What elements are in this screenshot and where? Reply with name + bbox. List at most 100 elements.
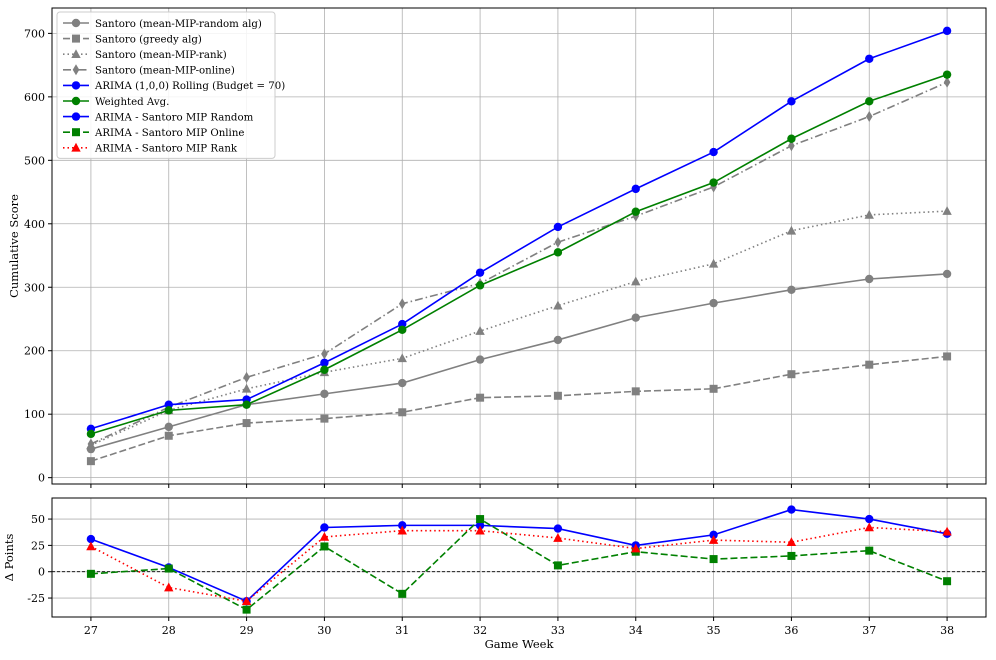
legend-label: Santoro (greedy alg) — [95, 33, 202, 45]
data-point — [865, 274, 874, 284]
legend-entry-arima-santoro-mip-rank: ARIMA - Santoro MIP Rank — [63, 142, 238, 155]
data-point — [786, 537, 797, 547]
data-point — [398, 378, 407, 388]
data-point — [787, 134, 796, 143]
legend-entry-weighted-avg: Weighted Avg. — [63, 96, 169, 108]
legend-label: Weighted Avg. — [95, 97, 169, 108]
legend-label: ARIMA - Santoro MIP Rank — [94, 144, 238, 155]
data-point — [398, 325, 407, 334]
data-point — [553, 222, 563, 232]
series-line — [90, 81, 948, 445]
legend: Santoro (mean-MIP-random alg) Santoro (gr… — [56, 11, 285, 159]
data-point — [631, 184, 640, 194]
data-point — [553, 524, 563, 533]
x-axis-label: Game Week — [485, 637, 555, 651]
data-point — [787, 97, 796, 106]
data-point — [942, 206, 952, 215]
y-tick-label: 50 — [31, 513, 45, 526]
data-point — [631, 387, 640, 396]
data-point — [320, 358, 329, 367]
data-point — [164, 564, 173, 573]
data-point — [320, 414, 329, 423]
legend-marker — [71, 81, 81, 90]
data-point — [709, 178, 718, 187]
data-point — [631, 313, 640, 322]
data-point — [787, 285, 796, 294]
data-point — [786, 225, 797, 235]
x-tick-label: 35 — [707, 624, 721, 637]
data-point — [708, 258, 719, 268]
legend-label: Santoro (mean-MIP-rank) — [95, 49, 227, 61]
series-line — [90, 73, 948, 435]
y-tick-label: 700 — [24, 27, 45, 40]
data-point — [865, 54, 874, 63]
data-point — [788, 140, 795, 152]
data-point — [241, 383, 252, 393]
legend-entry-arima-santoro-mip-random: ARIMA - Santoro MIP Random — [63, 112, 254, 123]
data-point — [398, 589, 407, 598]
data-point — [397, 353, 407, 363]
data-point — [320, 389, 329, 399]
data-point — [398, 408, 407, 417]
data-point — [942, 70, 952, 79]
y-tick-label: 300 — [24, 281, 45, 294]
series-santoro-greedy-alg — [86, 352, 952, 466]
data-point — [475, 521, 485, 530]
legend-entry-santoro-mean-mip-rank: Santoro (mean-MIP-rank) — [63, 49, 227, 61]
series-arima-santoro-mip-rank — [86, 522, 952, 606]
y-tick-label: 400 — [24, 218, 45, 231]
series-line — [90, 210, 948, 447]
data-point — [943, 76, 951, 88]
data-point — [631, 543, 641, 553]
x-tick-label: 27 — [84, 624, 98, 637]
series-line — [90, 518, 948, 611]
delta-points-panel: -25 0 25 50 27 28 29 30 31 32 33 34 35 36 37 38 Δ Points… — [2, 497, 987, 651]
series-line — [90, 273, 948, 450]
x-tick-label: 30 — [317, 624, 331, 637]
data-point — [553, 248, 563, 257]
data-point — [164, 406, 173, 415]
plot-frame — [51, 7, 987, 485]
plot-frame — [51, 497, 987, 618]
legend-marker — [71, 142, 81, 152]
data-point — [243, 371, 250, 383]
x-tick-label: 36 — [784, 624, 798, 637]
legend-entry-arima-1-0-0-rolling-budget-70: ARIMA (1,0,0) Rolling (Budget = 70) — [63, 80, 285, 92]
y-tick-label: -25 — [27, 592, 45, 605]
x-tick-label: 31 — [395, 624, 409, 637]
data-point — [942, 269, 952, 279]
data-point — [242, 419, 251, 428]
legend-marker — [71, 96, 81, 106]
data-point — [242, 605, 251, 614]
data-point — [553, 533, 563, 542]
data-point — [475, 355, 485, 364]
data-point — [865, 97, 874, 106]
data-point — [553, 335, 563, 345]
y-tick-label: 25 — [31, 539, 45, 552]
data-point — [475, 525, 485, 535]
data-point — [709, 555, 718, 564]
data-point — [553, 391, 562, 400]
data-point — [475, 281, 485, 290]
series-line — [90, 508, 948, 603]
legend-marker — [71, 49, 81, 58]
data-point — [553, 561, 562, 570]
data-point — [787, 551, 796, 560]
data-point — [87, 438, 95, 450]
legend-label: Santoro (mean-MIP-online) — [95, 65, 235, 77]
data-point — [787, 370, 796, 379]
legend-entry-santoro-mean-mip-online: Santoro (mean-MIP-online) — [63, 64, 235, 77]
legend-label: ARIMA (1,0,0) Rolling (Budget = 70) — [94, 80, 285, 92]
series-arima-santoro-mip-random — [86, 505, 952, 606]
y-tick-label: 200 — [24, 345, 45, 358]
legend-marker — [72, 128, 80, 137]
data-point — [864, 209, 874, 219]
legend-entry-santoro-mean-mip-random-alg: Santoro (mean-MIP-random alg) — [63, 18, 262, 30]
data-point — [476, 515, 485, 524]
x-tick-label: 29 — [240, 624, 254, 637]
data-point — [632, 210, 640, 222]
data-point — [475, 268, 485, 277]
data-point — [553, 300, 563, 310]
data-point — [241, 596, 252, 606]
legend-label: ARIMA - Santoro MIP Random — [94, 112, 254, 123]
